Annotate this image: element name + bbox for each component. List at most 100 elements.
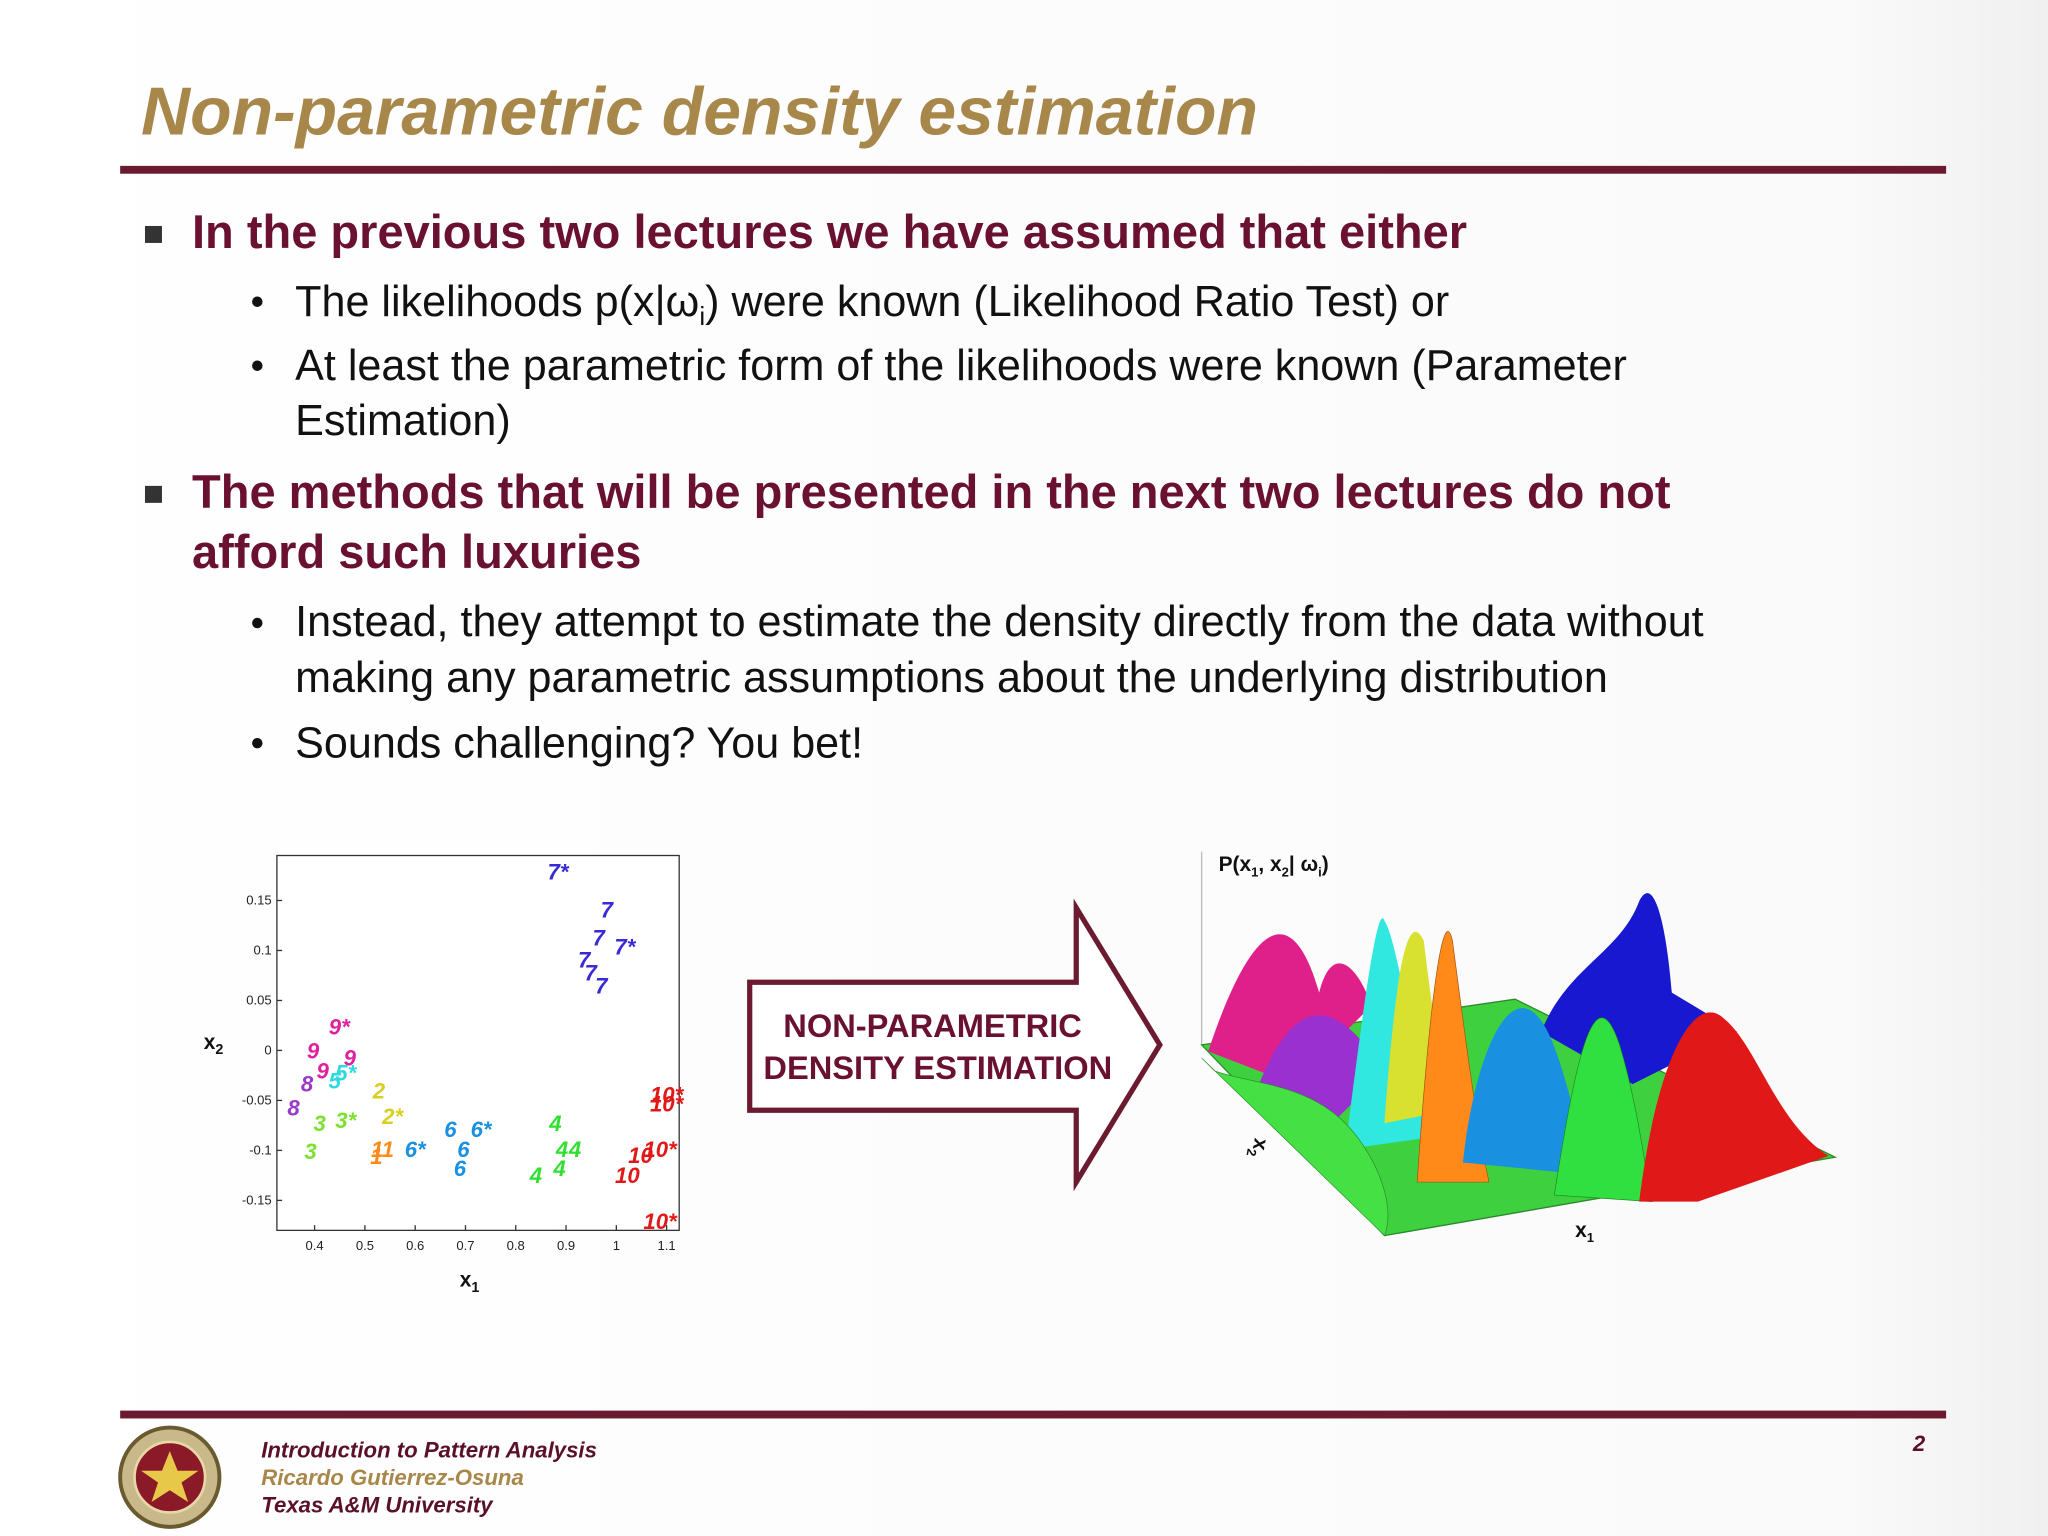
label: x <box>1575 1219 1587 1242</box>
y-tick-label: 0.1 <box>254 942 272 957</box>
x-tick-label: 1 <box>613 1238 620 1253</box>
y-tick-label: 0.05 <box>246 992 271 1007</box>
z-axis-label: P(x1, x2| ωi) <box>1219 853 1329 879</box>
data-point: 7 <box>595 973 609 998</box>
text-part: | ω <box>1289 853 1318 876</box>
text-part: ) were known (Likelihood Ratio Test) or <box>705 278 1449 326</box>
data-point: 5 <box>329 1068 342 1093</box>
x-tick-label: 0.5 <box>356 1238 374 1253</box>
bullet-text: afford such luxuries <box>192 525 641 578</box>
data-point: 9 <box>316 1058 329 1083</box>
data-point: 6 <box>457 1137 470 1162</box>
label: x <box>204 1031 216 1054</box>
y-tick-label: -0.15 <box>242 1192 272 1207</box>
surface-peak <box>1201 1057 1389 1237</box>
data-point: 3 <box>304 1139 317 1164</box>
data-point: 10* <box>643 1137 678 1162</box>
surface-plot: P(x1, x2| ωi) x1 x2 <box>1200 851 1838 1245</box>
rule <box>120 165 1947 174</box>
data-point: 2 <box>372 1078 386 1103</box>
bullet-dot <box>252 617 263 629</box>
bullet-text: In the previous two lectures we have ass… <box>192 205 1467 258</box>
data-point: 2* <box>381 1104 404 1129</box>
text-part: The likelihoods p(x|ω <box>295 278 699 326</box>
data-point: 10 <box>615 1163 640 1188</box>
subscript: 1 <box>1587 1230 1594 1245</box>
subscript: 1 <box>1251 864 1258 879</box>
subscript: 1 <box>471 1280 479 1296</box>
data-point: 8 <box>301 1071 314 1096</box>
data-point: 9* <box>329 1014 351 1039</box>
label: x <box>1248 1137 1273 1153</box>
y-axis-label: x2 <box>1244 1136 1273 1159</box>
x-tick-label: 1.1 <box>658 1238 676 1253</box>
bullet-square <box>144 485 162 503</box>
sub-bullet-text: making any parametric assumptions about … <box>295 654 1608 702</box>
x-tick-label: 0.4 <box>306 1238 324 1253</box>
subscript: 2 <box>1282 864 1289 879</box>
sub-bullet-text: Estimation) <box>295 397 511 445</box>
data-point: 10* <box>643 1209 678 1234</box>
bullet-text: The methods that will be presented in th… <box>192 465 1671 518</box>
y-tick-label: -0.1 <box>249 1142 271 1157</box>
data-point: 7 <box>601 897 615 922</box>
footer-course: Introduction to Pattern Analysis <box>261 1438 597 1463</box>
x-tick-label: 0.7 <box>456 1238 474 1253</box>
bullet-dot <box>252 360 263 371</box>
data-point: 3 <box>313 1111 326 1136</box>
data-point: 1 <box>370 1144 382 1169</box>
subscript: 2 <box>215 1042 223 1058</box>
sub-bullet-text: Instead, they attempt to estimate the de… <box>295 598 1703 646</box>
slide-title: Non-parametric density estimation <box>141 75 1258 150</box>
arrow-text: NON-PARAMETRIC <box>783 1007 1082 1044</box>
footer-author: Ricardo Gutierrez-Osuna <box>261 1465 524 1490</box>
sub-bullet-text: Sounds challenging? You bet! <box>295 720 863 768</box>
bullet-dot <box>252 737 263 749</box>
rule <box>120 1410 1947 1419</box>
page-number: 2 <box>1912 1431 1926 1456</box>
data-point: 5* <box>335 1060 357 1085</box>
footer-university: Texas A&M University <box>261 1492 494 1517</box>
x-axis-label: x1 <box>1575 1219 1594 1245</box>
x-tick-label: 0.9 <box>557 1238 575 1253</box>
bullet-square <box>144 225 162 243</box>
data-point: 10 <box>628 1143 653 1168</box>
data-point: 4 <box>529 1163 542 1188</box>
sub-bullet-text: The likelihoods p(x|ωi) were known (Like… <box>295 278 1449 331</box>
data-point: 9 <box>344 1045 357 1070</box>
data-point: 7* <box>548 859 570 884</box>
bullet-dot <box>252 296 263 307</box>
data-point: 9 <box>307 1038 320 1063</box>
surface-peak <box>1462 1008 1594 1176</box>
data-point: 4 <box>555 1137 568 1162</box>
data-point: 4 <box>568 1137 581 1162</box>
data-point: 7 <box>585 960 599 985</box>
data-point: 11 <box>371 1137 394 1162</box>
x-axis-label: x1 <box>460 1269 480 1296</box>
y-tick-label: 0 <box>264 1042 271 1057</box>
x-tick-label: 0.8 <box>507 1238 525 1253</box>
data-point: 6* <box>405 1137 427 1162</box>
label: x <box>460 1269 472 1292</box>
data-point: 6 <box>444 1117 457 1142</box>
data-point: 10* <box>650 1091 685 1116</box>
subscript: i <box>1318 864 1322 879</box>
data-point: 7 <box>593 925 607 950</box>
data-point: 3* <box>335 1108 357 1133</box>
arrow <box>747 898 1163 1192</box>
data-point: 4 <box>548 1111 561 1136</box>
seal <box>118 1425 222 1529</box>
subscript: 2 <box>1244 1148 1260 1158</box>
data-point: 8 <box>287 1095 300 1120</box>
text-part: ) <box>1322 853 1329 876</box>
data-point: 6 <box>454 1156 467 1181</box>
y-tick-label: 0.15 <box>246 892 271 907</box>
y-tick-label: -0.05 <box>242 1092 272 1107</box>
data-point: 7 <box>578 947 592 972</box>
data-point: 7* <box>614 934 636 959</box>
sub-bullet-text: At least the parametric form of the like… <box>295 342 1627 390</box>
data-point: 10* <box>650 1082 685 1107</box>
